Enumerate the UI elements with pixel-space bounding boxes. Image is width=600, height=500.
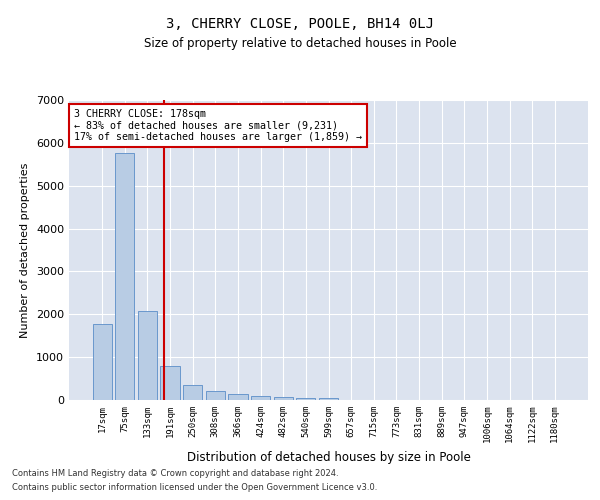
Bar [160, 366, 180, 400]
Bar [92, 324, 112, 400]
Bar [206, 390, 225, 400]
Text: Contains HM Land Registry data © Crown copyright and database right 2024.: Contains HM Land Registry data © Crown c… [12, 468, 338, 477]
Bar [229, 394, 248, 400]
Text: 3 CHERRY CLOSE: 178sqm
← 83% of detached houses are smaller (9,231)
17% of semi-: 3 CHERRY CLOSE: 178sqm ← 83% of detached… [74, 109, 362, 142]
Text: 3, CHERRY CLOSE, POOLE, BH14 0LJ: 3, CHERRY CLOSE, POOLE, BH14 0LJ [166, 18, 434, 32]
Y-axis label: Number of detached properties: Number of detached properties [20, 162, 31, 338]
Bar [251, 396, 270, 400]
X-axis label: Distribution of detached houses by size in Poole: Distribution of detached houses by size … [187, 451, 470, 464]
Bar [138, 311, 157, 400]
Bar [274, 397, 293, 400]
Bar [319, 398, 338, 400]
Bar [296, 398, 316, 400]
Bar [115, 152, 134, 400]
Bar [183, 386, 202, 400]
Text: Contains public sector information licensed under the Open Government Licence v3: Contains public sector information licen… [12, 484, 377, 492]
Text: Size of property relative to detached houses in Poole: Size of property relative to detached ho… [143, 38, 457, 51]
